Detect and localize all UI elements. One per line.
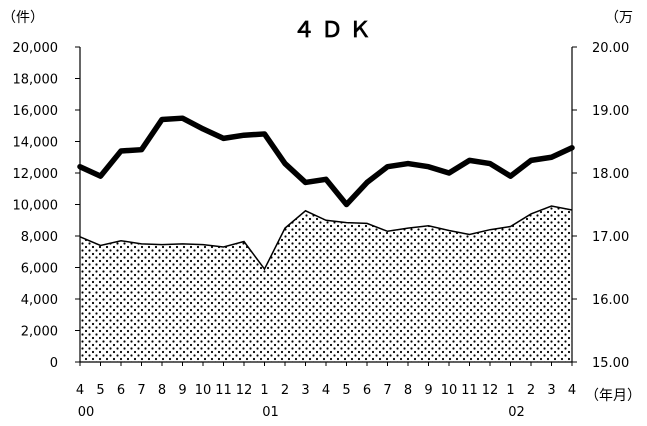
x-tick-label: 11	[215, 383, 232, 398]
year-label: 00	[78, 405, 95, 420]
x-tick-label: 10	[441, 383, 458, 398]
line-series	[80, 118, 572, 204]
x-tick-label: 5	[342, 383, 350, 398]
left-tick-label: 2,000	[21, 325, 58, 340]
x-tick-label: 9	[424, 383, 432, 398]
x-tick-label: 2	[527, 383, 535, 398]
right-axis-unit: （万	[605, 10, 633, 26]
x-tick-label: 9	[178, 383, 186, 398]
year-label: 01	[262, 405, 279, 420]
right-tick-label: 19.00	[592, 104, 629, 119]
x-tick-label: 2	[281, 383, 289, 398]
line-series-group	[80, 118, 572, 204]
chart-title: ４ＤＫ	[293, 18, 377, 43]
x-tick-label: 3	[547, 383, 555, 398]
left-tick-label: 10,000	[13, 199, 59, 214]
x-tick-label: 3	[301, 383, 309, 398]
x-tick-label: 10	[195, 383, 212, 398]
left-tick-label: 18,000	[13, 73, 59, 88]
right-tick-label: 18.00	[592, 167, 629, 182]
x-tick-label: 5	[96, 383, 104, 398]
x-tick-label: 12	[236, 383, 253, 398]
x-tick-label: 8	[158, 383, 166, 398]
x-tick-label: 6	[117, 383, 125, 398]
left-tick-label: 20,000	[13, 41, 59, 56]
left-tick-label: 8,000	[21, 230, 58, 245]
right-tick-label: 20.00	[592, 41, 629, 56]
x-tick-label: 12	[482, 383, 499, 398]
x-tick-label: 8	[404, 383, 412, 398]
left-tick-label: 4,000	[21, 293, 58, 308]
x-tick-label: 1	[506, 383, 514, 398]
x-tick-label: 7	[137, 383, 145, 398]
x-tick-label: 6	[363, 383, 371, 398]
right-tick-label: 17.00	[592, 230, 629, 245]
x-tick-label: 4	[76, 383, 84, 398]
x-tick-label: 4	[568, 383, 576, 398]
x-tick-label: 1	[260, 383, 268, 398]
area-series-group	[80, 206, 572, 362]
year-label: 02	[508, 405, 525, 420]
right-tick-label: 15.00	[592, 356, 629, 371]
x-tick-label: 11	[461, 383, 478, 398]
left-tick-label: 0	[50, 356, 58, 371]
area-fill	[80, 206, 572, 362]
left-tick-label: 16,000	[13, 104, 59, 119]
x-tick-label: 7	[383, 383, 391, 398]
x-tick-label: 4	[322, 383, 330, 398]
left-tick-label: 14,000	[13, 136, 59, 151]
right-tick-label: 16.00	[592, 293, 629, 308]
x-axis-unit: （年月）	[585, 388, 641, 404]
left-tick-label: 6,000	[21, 262, 58, 277]
left-axis-unit: （件）	[2, 10, 44, 26]
left-tick-label: 12,000	[13, 167, 59, 182]
